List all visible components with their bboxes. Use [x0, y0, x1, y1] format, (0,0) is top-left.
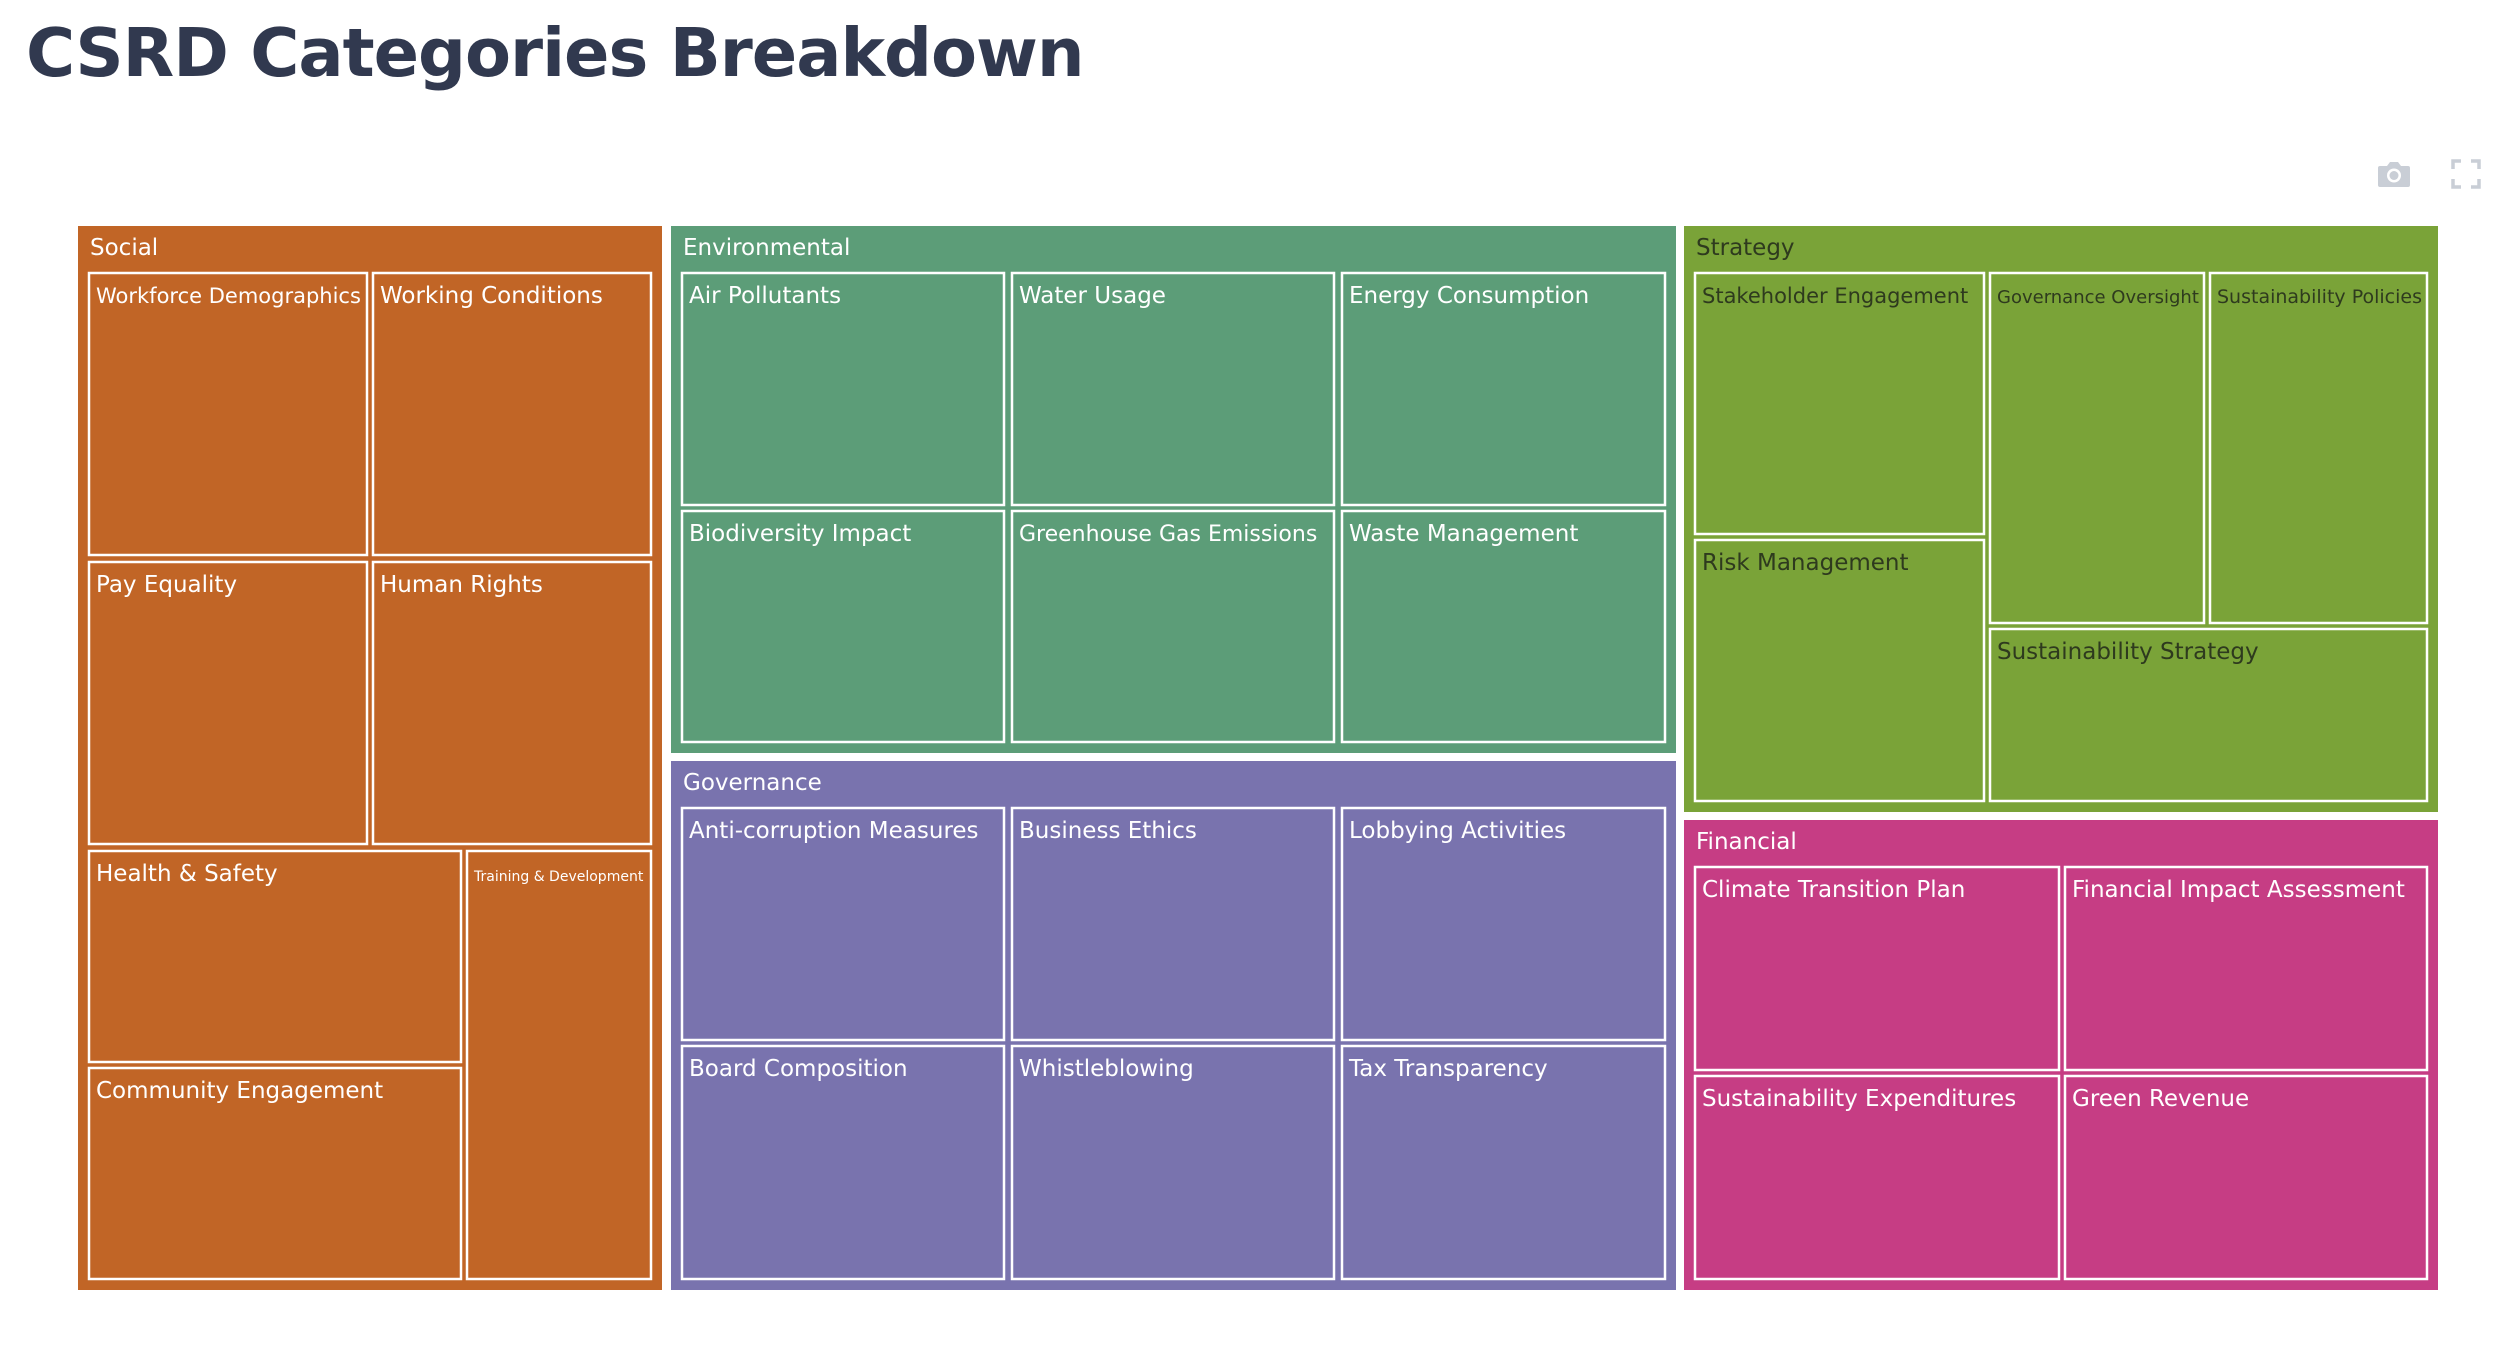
tile-label-workforce-demographics: Workforce Demographics [96, 284, 361, 308]
tile-label-whistleblowing: Whistleblowing [1019, 1056, 1194, 1082]
tile-label-risk-management: Risk Management [1702, 550, 1909, 576]
tile-energy-consumption[interactable] [1340, 271, 1667, 507]
tile-climate-transition-plan[interactable] [1693, 865, 2061, 1072]
tile-label-health-and-safety: Health & Safety [96, 861, 278, 887]
category-label-social: Social [90, 235, 158, 261]
tile-workforce-demographics[interactable] [87, 271, 369, 557]
tile-working-conditions[interactable] [371, 271, 653, 557]
tile-green-revenue[interactable] [2063, 1074, 2429, 1281]
tile-label-stakeholder-engagement: Stakeholder Engagement [1702, 284, 1968, 308]
tile-health-and-safety[interactable] [87, 849, 463, 1064]
tile-label-air-pollutants: Air Pollutants [689, 283, 841, 309]
tile-biodiversity-impact[interactable] [680, 509, 1006, 744]
category-label-environmental: Environmental [683, 235, 850, 261]
tile-risk-management[interactable] [1693, 538, 1986, 803]
tile-label-water-usage: Water Usage [1019, 283, 1166, 309]
tile-lobbying-activities[interactable] [1340, 806, 1667, 1042]
tile-label-pay-equality: Pay Equality [96, 572, 237, 598]
tile-label-financial-impact-assessment: Financial Impact Assessment [2072, 877, 2405, 903]
tile-label-training-and-development: Training & Development [473, 869, 644, 885]
tile-governance-oversight[interactable] [1988, 271, 2206, 625]
tile-label-business-ethics: Business Ethics [1019, 818, 1197, 844]
category-label-strategy: Strategy [1696, 235, 1795, 261]
tile-label-sustainability-strategy: Sustainability Strategy [1997, 639, 2259, 665]
tile-training-and-development[interactable] [465, 849, 653, 1281]
tile-label-waste-management: Waste Management [1349, 521, 1578, 547]
tile-stakeholder-engagement[interactable] [1693, 271, 1986, 536]
tile-sustainability-expenditures[interactable] [1693, 1074, 2061, 1281]
tile-label-green-revenue: Green Revenue [2072, 1086, 2249, 1112]
tile-label-governance-oversight: Governance Oversight [1997, 287, 2199, 308]
tile-label-lobbying-activities: Lobbying Activities [1349, 818, 1566, 844]
tile-sustainability-strategy[interactable] [1988, 627, 2429, 803]
page-title: CSRD Categories Breakdown [26, 14, 1085, 92]
tile-label-sustainability-policies: Sustainability Policies [2217, 286, 2422, 308]
tile-label-working-conditions: Working Conditions [380, 283, 603, 309]
tile-sustainability-policies[interactable] [2208, 271, 2429, 625]
chart-toolbar [2372, 154, 2488, 194]
tile-anti-corruption-measures[interactable] [680, 806, 1006, 1042]
tile-label-human-rights: Human Rights [380, 572, 543, 598]
tile-board-composition[interactable] [680, 1044, 1006, 1281]
tile-greenhouse-gas-emissions[interactable] [1010, 509, 1336, 744]
tile-label-greenhouse-gas-emissions: Greenhouse Gas Emissions [1019, 522, 1317, 547]
category-label-financial: Financial [1696, 829, 1797, 855]
tile-label-community-engagement: Community Engagement [96, 1078, 383, 1104]
tile-label-tax-transparency: Tax Transparency [1348, 1056, 1548, 1082]
tile-air-pollutants[interactable] [680, 271, 1006, 507]
tile-label-energy-consumption: Energy Consumption [1349, 283, 1589, 309]
fullscreen-icon[interactable] [2444, 154, 2488, 194]
tile-label-climate-transition-plan: Climate Transition Plan [1702, 877, 1965, 903]
tile-label-anti-corruption-measures: Anti-corruption Measures [689, 818, 979, 844]
tile-whistleblowing[interactable] [1010, 1044, 1336, 1281]
tile-business-ethics[interactable] [1010, 806, 1336, 1042]
tile-community-engagement[interactable] [87, 1066, 463, 1281]
tile-water-usage[interactable] [1010, 271, 1336, 507]
tile-tax-transparency[interactable] [1340, 1044, 1667, 1281]
tile-waste-management[interactable] [1340, 509, 1667, 744]
tile-pay-equality[interactable] [87, 560, 369, 846]
category-label-governance: Governance [683, 770, 822, 796]
tile-label-board-composition: Board Composition [689, 1056, 908, 1082]
tile-human-rights[interactable] [371, 560, 653, 846]
tile-financial-impact-assessment[interactable] [2063, 865, 2429, 1072]
tile-label-biodiversity-impact: Biodiversity Impact [689, 521, 911, 547]
tile-label-sustainability-expenditures: Sustainability Expenditures [1702, 1086, 2016, 1112]
camera-icon[interactable] [2372, 154, 2416, 194]
